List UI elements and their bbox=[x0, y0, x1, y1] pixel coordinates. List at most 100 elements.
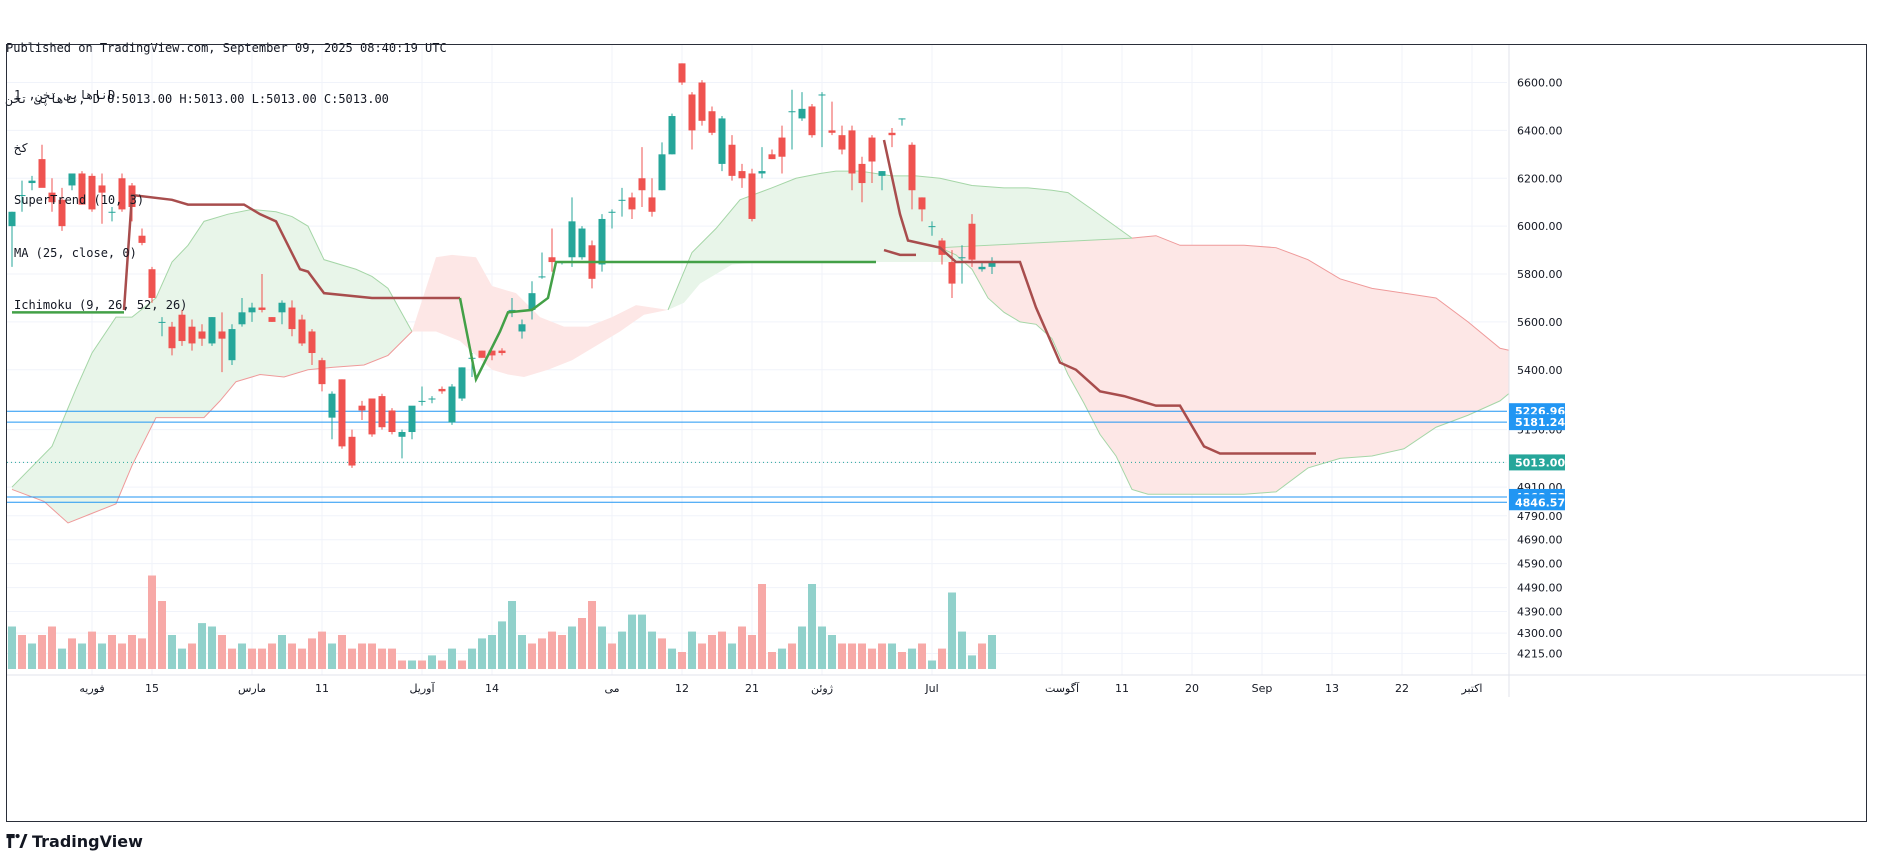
candle-body[interactable] bbox=[78, 173, 86, 205]
candle-body[interactable] bbox=[668, 116, 676, 155]
candle-body[interactable] bbox=[138, 235, 146, 243]
candle-body[interactable] bbox=[158, 321, 166, 323]
candle-body[interactable] bbox=[868, 137, 876, 162]
candle-body[interactable] bbox=[928, 226, 936, 228]
candle-body[interactable] bbox=[568, 221, 576, 258]
candle-body[interactable] bbox=[818, 94, 826, 96]
candle-body[interactable] bbox=[218, 331, 226, 339]
candle-body[interactable] bbox=[198, 331, 206, 339]
candle-body[interactable] bbox=[778, 137, 786, 157]
candle-body[interactable] bbox=[648, 197, 656, 212]
candle-body[interactable] bbox=[348, 436, 356, 466]
candle-body[interactable] bbox=[378, 396, 386, 428]
candle-body[interactable] bbox=[968, 223, 976, 260]
candle-body[interactable] bbox=[848, 130, 856, 174]
candle-body[interactable] bbox=[578, 228, 586, 258]
tradingview-brand[interactable]: TradingView bbox=[6, 830, 143, 852]
candle-body[interactable] bbox=[548, 257, 556, 263]
candle-body[interactable] bbox=[728, 144, 736, 176]
candle-body[interactable] bbox=[478, 350, 486, 358]
legend-indicator-ma[interactable]: MA (25, close, 0) bbox=[14, 245, 137, 260]
candle-body[interactable] bbox=[238, 312, 246, 325]
candle-body[interactable] bbox=[168, 326, 176, 349]
legend-indicator-supertrend[interactable]: SuperTrend (10, 3) bbox=[14, 193, 145, 207]
candle-body[interactable] bbox=[908, 144, 916, 191]
candle-body[interactable] bbox=[438, 388, 446, 392]
candle-body[interactable] bbox=[808, 106, 816, 136]
candle-body[interactable] bbox=[888, 132, 896, 136]
candle-body[interactable] bbox=[178, 314, 186, 342]
candle-body[interactable] bbox=[498, 350, 506, 354]
candle-body[interactable] bbox=[208, 317, 216, 344]
candle-body[interactable] bbox=[98, 185, 106, 193]
candle-body[interactable] bbox=[458, 367, 466, 399]
candle-body[interactable] bbox=[718, 118, 726, 164]
candle-body[interactable] bbox=[788, 111, 796, 113]
candle-body[interactable] bbox=[658, 154, 666, 191]
price-axis[interactable] bbox=[1509, 45, 1867, 822]
candle-body[interactable] bbox=[938, 240, 946, 255]
candle-body[interactable] bbox=[828, 130, 836, 133]
candle-body[interactable] bbox=[68, 173, 76, 186]
chart-canvas[interactable]: 6600.00 6400.00 6200.00 6000.00 5800.00 5600.… bbox=[7, 45, 1867, 822]
candle-body[interactable] bbox=[108, 211, 116, 213]
chart-frame[interactable]: 6600.00 6400.00 6200.00 6000.00 5800.00 5600.… bbox=[6, 44, 1867, 822]
candle-body[interactable] bbox=[248, 307, 256, 313]
candle-body[interactable] bbox=[698, 82, 706, 121]
candle-body[interactable] bbox=[608, 211, 616, 213]
candle-body[interactable] bbox=[308, 331, 316, 354]
candle-body[interactable] bbox=[28, 180, 36, 184]
candle-body[interactable] bbox=[748, 173, 756, 219]
candle-body[interactable] bbox=[118, 178, 126, 210]
candle-body[interactable] bbox=[228, 329, 236, 361]
candle-body[interactable] bbox=[188, 326, 196, 344]
candle-body[interactable] bbox=[338, 379, 346, 447]
candle-body[interactable] bbox=[388, 410, 396, 433]
candle-body[interactable] bbox=[628, 197, 636, 210]
candle-body[interactable] bbox=[948, 262, 956, 284]
candle-body[interactable] bbox=[328, 393, 336, 418]
candle-body[interactable] bbox=[48, 192, 56, 203]
candle-body[interactable] bbox=[8, 211, 16, 227]
candle-body[interactable] bbox=[618, 199, 626, 201]
candle-body[interactable] bbox=[258, 307, 266, 310]
candle-body[interactable] bbox=[678, 63, 686, 83]
candle-body[interactable] bbox=[598, 218, 606, 265]
candle-body[interactable] bbox=[638, 178, 646, 191]
candle-body[interactable] bbox=[298, 319, 306, 344]
candle-body[interactable] bbox=[898, 118, 906, 120]
candle-body[interactable] bbox=[798, 108, 806, 119]
legend-indicator-ichimoku[interactable]: Ichimoku (9, 26, 52, 26) bbox=[14, 298, 188, 312]
candle-body[interactable] bbox=[838, 135, 846, 150]
candle-body[interactable] bbox=[278, 302, 286, 313]
candle-body[interactable] bbox=[358, 405, 366, 411]
candle-body[interactable] bbox=[878, 171, 886, 176]
candle-body[interactable] bbox=[708, 111, 716, 133]
candle-body[interactable] bbox=[418, 400, 426, 402]
candle-body[interactable] bbox=[88, 175, 96, 210]
candle-body[interactable] bbox=[528, 293, 536, 310]
candle-body[interactable] bbox=[918, 197, 926, 210]
candle-body[interactable] bbox=[58, 199, 66, 227]
candle-body[interactable] bbox=[448, 386, 456, 423]
candle-body[interactable] bbox=[518, 324, 526, 332]
candle-body[interactable] bbox=[758, 171, 766, 174]
candle-body[interactable] bbox=[398, 432, 406, 437]
candle-body[interactable] bbox=[958, 257, 966, 259]
candle-body[interactable] bbox=[148, 269, 156, 298]
candle-body[interactable] bbox=[428, 398, 436, 400]
candle-body[interactable] bbox=[368, 398, 376, 435]
candle-body[interactable] bbox=[318, 360, 326, 385]
candle-body[interactable] bbox=[738, 171, 746, 179]
candle-body[interactable] bbox=[508, 309, 516, 311]
candle-body[interactable] bbox=[488, 350, 496, 356]
candle-body[interactable] bbox=[288, 307, 296, 330]
candle-body[interactable] bbox=[768, 154, 776, 160]
candle-body[interactable] bbox=[18, 195, 26, 197]
candle-body[interactable] bbox=[268, 317, 276, 322]
candle-body[interactable] bbox=[978, 266, 986, 270]
candle-body[interactable] bbox=[988, 262, 996, 267]
candle-body[interactable] bbox=[538, 276, 546, 278]
candle-body[interactable] bbox=[408, 405, 416, 433]
candle-body[interactable] bbox=[38, 159, 46, 188]
